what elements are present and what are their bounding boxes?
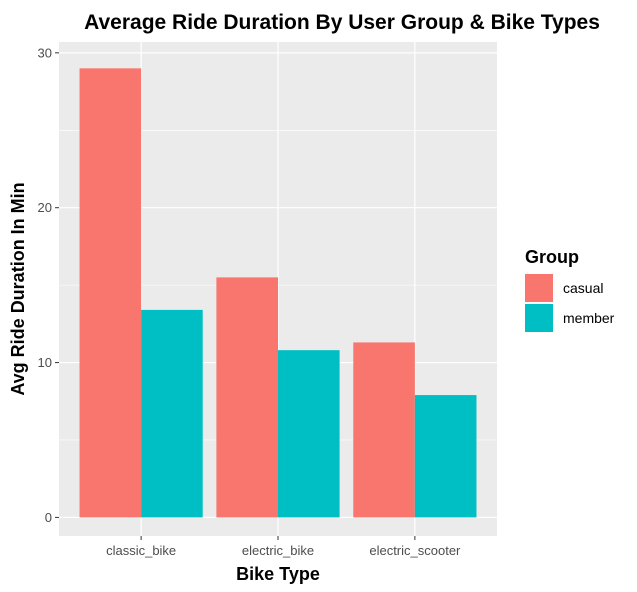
legend-title: Group: [525, 247, 579, 267]
legend-swatch-member: [525, 304, 553, 332]
x-tick-label: electric_bike: [242, 543, 314, 558]
legend: Group casual member: [525, 247, 615, 332]
bar-member-electric_bike: [278, 350, 340, 518]
y-axis-title: Avg Ride Duration In Min: [8, 182, 28, 395]
legend-label-casual: casual: [563, 280, 603, 296]
chart-title: Average Ride Duration By User Group & Bi…: [84, 11, 600, 34]
bar-member-classic_bike: [141, 309, 203, 518]
y-tick-label: 10: [38, 355, 52, 370]
x-tick-label: classic_bike: [106, 543, 176, 558]
bar-casual-electric_bike: [216, 277, 278, 518]
bar-casual-classic_bike: [79, 68, 142, 518]
x-tick-label: electric_scooter: [369, 543, 461, 558]
axes: 0 10 20 30 classic_bike electric_bike electric…: [38, 45, 462, 558]
bar-member-electric_scooter: [414, 395, 477, 518]
bars: [79, 68, 477, 518]
bar-casual-electric_scooter: [353, 342, 415, 518]
legend-label-member: member: [563, 310, 615, 326]
x-axis-title: Bike Type: [236, 564, 320, 584]
y-tick-label: 30: [38, 45, 52, 60]
legend-swatch-casual: [525, 274, 553, 302]
y-tick-label: 20: [38, 200, 52, 215]
y-tick-label: 0: [45, 510, 52, 525]
